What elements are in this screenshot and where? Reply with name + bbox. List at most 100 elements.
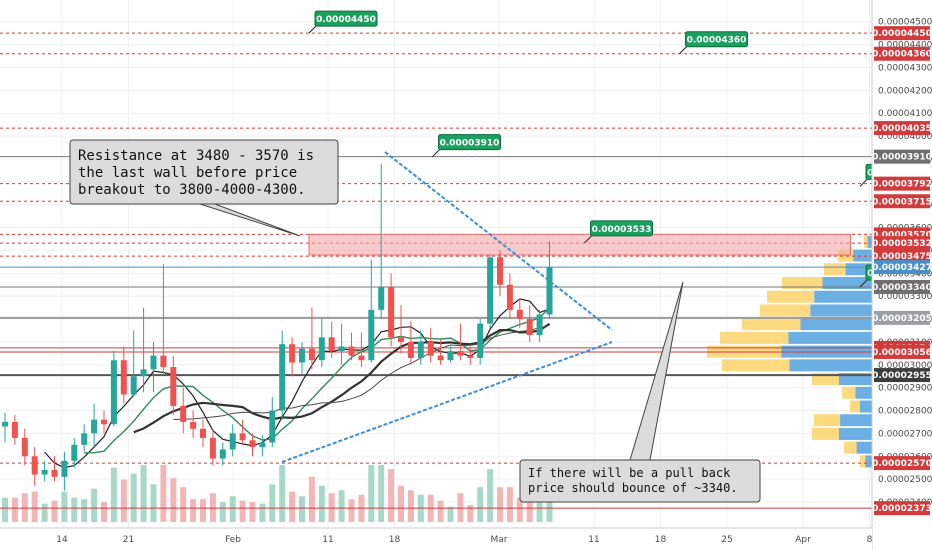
price-level-label: 0.00003056 <box>872 348 932 358</box>
candle-body <box>51 469 58 477</box>
volume-bar <box>506 487 513 522</box>
price-level-label: 0.00003205 <box>872 314 932 324</box>
moving-average-fast <box>44 298 550 469</box>
moving-average-mid <box>84 307 550 454</box>
volume-bar <box>328 493 335 522</box>
price-level-label: 0.00003340 <box>872 283 932 293</box>
volume-profile-sell <box>720 331 789 344</box>
candle-body <box>71 444 78 461</box>
callout-tag <box>685 31 748 48</box>
volume-bar <box>41 503 48 522</box>
volume-profile-sell <box>844 441 857 454</box>
price-tick-label: 0.00003300 <box>878 292 932 302</box>
candle-body <box>150 355 157 370</box>
candle-body <box>190 421 197 429</box>
price-level-label-bg <box>874 501 930 516</box>
price-level-label: 0.00004035 <box>872 124 932 134</box>
time-tick-label: 11 <box>322 535 333 545</box>
candle-body <box>31 456 38 475</box>
candle-body <box>487 257 494 324</box>
candle-body <box>506 284 513 310</box>
annotation-pointer <box>199 203 301 237</box>
price-level-label-bg <box>874 260 930 275</box>
volume-bar <box>140 465 147 522</box>
volume-profile-sell <box>782 277 823 290</box>
candle-body <box>299 348 305 363</box>
volume-bar <box>190 499 197 522</box>
volume-bar <box>130 473 137 522</box>
candle-body <box>21 437 28 457</box>
price-level-label-bg <box>874 280 930 295</box>
volume-bar <box>516 497 523 522</box>
time-axis[interactable]: 14 21 Feb 11 18 Mar 11 18 25 Apr 8 <box>0 527 873 550</box>
price-level-label-bg <box>874 194 930 209</box>
moving-averages <box>44 298 551 469</box>
callout-pointer <box>859 278 869 288</box>
volume-bar <box>180 487 187 522</box>
volume-bar <box>91 488 98 522</box>
price-level-label-bg <box>874 236 930 251</box>
candle-body <box>2 421 8 427</box>
volume-bar <box>477 487 484 522</box>
candle-body <box>259 442 266 448</box>
time-tick-label: Feb <box>225 535 241 545</box>
volume-bar <box>338 490 345 522</box>
volume-profile-sell <box>814 414 841 427</box>
price-level-label-bg <box>874 46 930 61</box>
candle-body <box>180 405 187 422</box>
resistance-zone <box>308 233 851 256</box>
volume-bar <box>388 469 395 522</box>
volume-bar <box>170 478 177 522</box>
volume-bar <box>31 491 38 522</box>
volume-bar <box>378 465 385 522</box>
candle-body <box>289 344 296 363</box>
volume-bar <box>2 497 8 522</box>
volume-profile-buy <box>839 427 872 440</box>
candle-body <box>328 337 335 352</box>
price-level-label: 0.00003427 <box>872 263 932 273</box>
volume-bar <box>81 499 88 522</box>
volume-bar <box>348 499 355 522</box>
volume-bars <box>2 465 553 522</box>
volume-bar <box>497 487 503 522</box>
price-level-label-bg <box>874 344 930 359</box>
volume-profile-buy <box>800 318 872 331</box>
candle-body <box>120 360 127 395</box>
candle-body <box>41 469 48 475</box>
volume-bar <box>101 502 107 522</box>
volume-bar <box>447 506 454 522</box>
volume-profile-sell <box>722 359 790 372</box>
candle-body <box>239 433 246 441</box>
volume-bar <box>150 484 157 522</box>
volume-bar <box>457 493 464 522</box>
price-tick-label: 0.00002500 <box>878 475 932 485</box>
candle-body <box>516 309 523 320</box>
volume-bar <box>289 491 296 522</box>
volume-profile-sell <box>860 455 866 468</box>
annotation-text: Resistance at 3480 - 3570 is <box>78 148 314 164</box>
volume-bar <box>160 465 167 522</box>
candle-body <box>536 314 543 336</box>
price-axis[interactable]: 0.00004500 0.00004400 0.00004300 0.00004200… <box>871 0 932 550</box>
volume-profile-buy <box>789 359 872 372</box>
price-level-label: 0.00003792 <box>872 180 932 190</box>
annotation-box <box>519 459 761 503</box>
callout-pointer <box>432 148 441 158</box>
ascending-trendline <box>281 341 613 463</box>
volume-profile-buy <box>810 304 872 317</box>
candle-body <box>130 376 137 395</box>
volume-profile-sell <box>824 263 846 276</box>
volume-bar <box>51 500 58 522</box>
price-level-label: 0.00003475 <box>872 252 932 262</box>
price-level-label: 0.00003532 <box>872 239 932 249</box>
volume-profile <box>707 235 872 468</box>
volume-bar <box>398 485 404 522</box>
volume-bar <box>259 503 266 522</box>
price-level-label: 0.00003715 <box>872 197 932 207</box>
candle-body <box>447 351 454 361</box>
volume-bar <box>61 491 68 522</box>
candle-body <box>160 355 167 368</box>
resistance-zone-rect <box>308 233 851 256</box>
price-tick-label: 0.00004500 <box>878 18 932 28</box>
